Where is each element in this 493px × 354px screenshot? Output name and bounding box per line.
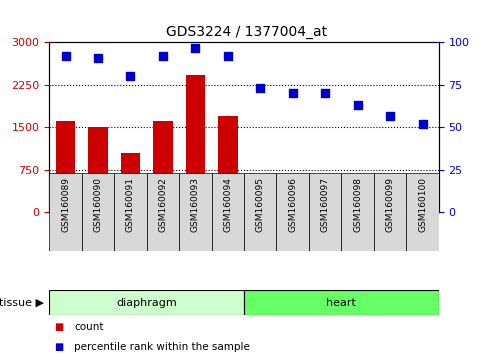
Text: ■: ■ xyxy=(54,342,64,352)
Text: GSM160089: GSM160089 xyxy=(61,177,70,232)
Point xyxy=(62,53,70,59)
Bar xyxy=(277,173,309,251)
Text: count: count xyxy=(74,322,104,332)
Bar xyxy=(82,173,114,251)
Point xyxy=(386,113,394,118)
Text: GSM160097: GSM160097 xyxy=(320,177,330,232)
Point xyxy=(94,55,102,61)
Bar xyxy=(56,121,75,212)
Text: tissue ▶: tissue ▶ xyxy=(0,298,44,308)
Text: GSM160093: GSM160093 xyxy=(191,177,200,232)
Text: GSM160095: GSM160095 xyxy=(256,177,265,232)
Text: GSM160091: GSM160091 xyxy=(126,177,135,232)
Bar xyxy=(380,192,400,212)
Text: GSM160094: GSM160094 xyxy=(223,177,232,232)
Point xyxy=(159,53,167,59)
Bar xyxy=(309,173,341,251)
Point xyxy=(256,86,264,91)
Bar xyxy=(121,154,140,212)
Point xyxy=(321,91,329,96)
Bar xyxy=(147,173,179,251)
Bar xyxy=(88,127,107,212)
Bar xyxy=(49,290,244,315)
Text: GSM160090: GSM160090 xyxy=(94,177,103,232)
Bar xyxy=(413,195,432,212)
Bar xyxy=(49,173,82,251)
Text: GSM160100: GSM160100 xyxy=(418,177,427,232)
Bar xyxy=(153,121,173,212)
Point xyxy=(419,121,426,127)
Text: diaphragm: diaphragm xyxy=(116,298,177,308)
Text: GSM160092: GSM160092 xyxy=(158,177,168,232)
Text: GSM160099: GSM160099 xyxy=(386,177,394,232)
Point xyxy=(191,45,199,50)
Bar xyxy=(211,173,244,251)
Bar xyxy=(244,290,439,315)
Bar xyxy=(179,173,211,251)
Text: percentile rank within the sample: percentile rank within the sample xyxy=(74,342,250,352)
Bar xyxy=(283,181,302,212)
Bar xyxy=(374,173,406,251)
Point xyxy=(127,74,135,79)
Point xyxy=(353,103,361,108)
Bar xyxy=(244,173,277,251)
Text: GSM160098: GSM160098 xyxy=(353,177,362,232)
Bar xyxy=(114,173,147,251)
Bar xyxy=(185,75,205,212)
Bar xyxy=(316,179,335,212)
Point xyxy=(224,53,232,59)
Text: GSM160096: GSM160096 xyxy=(288,177,297,232)
Text: heart: heart xyxy=(326,298,356,308)
Point xyxy=(289,91,297,96)
Bar xyxy=(218,115,238,212)
Text: ■: ■ xyxy=(54,322,64,332)
Bar xyxy=(406,173,439,251)
Bar xyxy=(348,189,367,212)
Bar xyxy=(341,173,374,251)
Bar xyxy=(250,179,270,212)
Text: GDS3224 / 1377004_at: GDS3224 / 1377004_at xyxy=(166,25,327,39)
